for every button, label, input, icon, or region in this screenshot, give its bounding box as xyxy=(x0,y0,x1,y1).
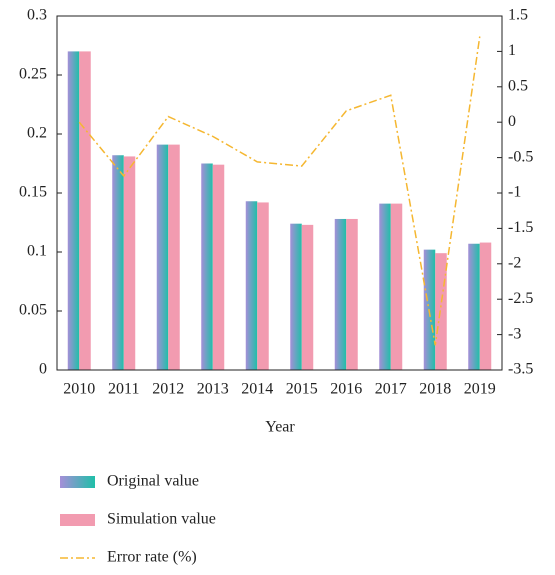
bar xyxy=(346,218,358,370)
x-tick-label: 2017 xyxy=(375,381,407,398)
plot-frame xyxy=(56,15,503,371)
y2-tick-label: 0 xyxy=(508,113,516,130)
bar xyxy=(123,156,136,370)
bar xyxy=(201,163,213,370)
bar xyxy=(479,242,492,370)
legend-label: Original value xyxy=(107,473,199,490)
legend-swatch xyxy=(60,514,95,526)
y2-tick-label: -2.5 xyxy=(508,290,533,307)
bar xyxy=(290,223,302,370)
bar xyxy=(212,164,225,370)
y-tick-label: 0.1 xyxy=(27,243,47,260)
legend-label: Simulation value xyxy=(107,511,216,528)
y-tick-label: 0.25 xyxy=(19,66,47,83)
y2-tick-label: 0.5 xyxy=(508,77,528,94)
y2-tick-label: -3 xyxy=(508,325,521,342)
y-tick-label: 0.3 xyxy=(27,7,47,24)
x-tick-label: 2019 xyxy=(464,381,496,398)
y2-tick-label: -1.5 xyxy=(508,219,533,236)
bar xyxy=(468,243,480,370)
legend-swatch xyxy=(60,476,95,488)
bar xyxy=(156,144,169,370)
bar xyxy=(390,203,403,370)
bar xyxy=(168,144,180,370)
bar xyxy=(79,51,91,371)
y2-tick-label: -2 xyxy=(508,254,521,271)
error-line xyxy=(78,36,481,346)
bar xyxy=(67,51,80,371)
x-axis-label: Year xyxy=(265,419,295,436)
x-tick-label: 2015 xyxy=(286,381,318,398)
x-tick-label: 2018 xyxy=(419,381,451,398)
bar xyxy=(301,224,314,370)
y-tick-label: 0.2 xyxy=(27,125,47,142)
y2-tick-label: -0.5 xyxy=(508,148,533,165)
y-tick-label: 0.15 xyxy=(19,184,47,201)
bar xyxy=(334,218,347,370)
x-tick-label: 2011 xyxy=(108,381,139,398)
y2-tick-label: -1 xyxy=(508,184,521,201)
bar xyxy=(112,155,124,370)
bar xyxy=(435,253,447,370)
y2-tick-label: -3.5 xyxy=(508,361,533,378)
x-tick-label: 2012 xyxy=(152,381,184,398)
legend-label: Error rate (%) xyxy=(107,549,197,566)
x-tick-label: 2014 xyxy=(241,381,273,398)
x-tick-label: 2013 xyxy=(197,381,229,398)
y2-tick-label: 1 xyxy=(508,42,516,59)
x-tick-label: 2010 xyxy=(63,381,95,398)
bar xyxy=(245,201,258,370)
bar xyxy=(379,203,391,370)
y-tick-label: 0.05 xyxy=(19,302,47,319)
y-tick-label: 0 xyxy=(39,361,47,378)
y2-tick-label: 1.5 xyxy=(508,7,528,24)
x-tick-label: 2016 xyxy=(330,381,362,398)
bar xyxy=(257,202,269,370)
